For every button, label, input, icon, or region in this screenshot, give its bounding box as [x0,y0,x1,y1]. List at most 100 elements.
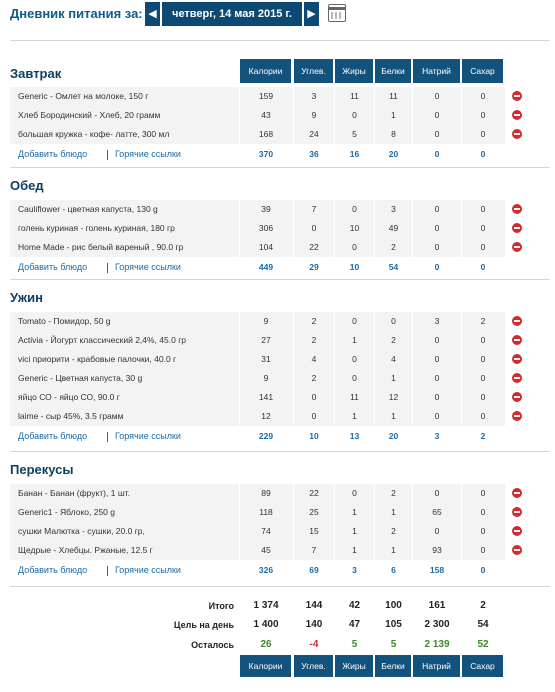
row-separator [374,312,375,331]
remove-circle-icon[interactable] [512,129,522,139]
nutrient-value: 168 [258,129,274,139]
food-name[interactable]: vici приорити - крабовые палочки, 40.0 г [18,354,177,364]
food-name[interactable]: Tomato - Помидор, 50 g [18,316,111,326]
nutrient-value: 1 [352,411,357,421]
row-separator [334,522,335,541]
nutrient-value: 0 [480,373,486,383]
daily-total-value: 42 [348,600,361,611]
meal-total-value: 20 [388,431,399,441]
remove-circle-icon[interactable] [512,204,522,214]
food-name[interactable]: Generic1 - Яблоко, 250 g [18,507,115,517]
nutrient-value: 2 [311,373,317,383]
row-separator [334,125,335,144]
food-name[interactable]: голень куриная - голень куриная, 180 гр [18,223,175,233]
remove-circle-icon[interactable] [512,316,522,326]
row-separator [412,312,413,331]
food-name[interactable]: сушки Малютка - сушки, 20.0 гр, [18,526,145,536]
link-separator [107,150,108,160]
add-food-link[interactable]: Добавить блюдо [18,431,88,441]
food-name[interactable]: Generic - Цветная капуста, 30 g [18,373,143,383]
food-name[interactable]: Generic - Омлет на молоке, 150 г [18,91,149,101]
row-separator [239,87,240,106]
chevron-right-icon[interactable]: ▶ [304,2,319,26]
column-header: Натрий [413,59,460,83]
row-separator [334,312,335,331]
column-header: Сахар [462,59,503,83]
remove-circle-icon[interactable] [512,488,522,498]
quick-links-link[interactable]: Горячие ссылки [115,262,181,272]
table-row [10,238,505,257]
nutrient-value: 0 [480,392,486,402]
row-separator [374,388,375,407]
daily-total-value: 1 374 [253,600,279,611]
food-name[interactable]: Банан - Банан (фрукт), 1 шт. [18,488,130,498]
row-separator [293,522,294,541]
nutrient-value: 22 [309,242,319,252]
food-name[interactable]: яйцо СО - яйцо СО, 90.0 г [18,392,120,402]
remove-circle-icon[interactable] [512,373,522,383]
quick-links-link[interactable]: Горячие ссылки [115,149,181,159]
nutrient-value: 9 [263,316,269,326]
meal-title: Перекусы [10,462,74,477]
quick-links-link[interactable]: Горячие ссылки [115,565,181,575]
section-divider [10,451,550,452]
nutrient-value: 27 [261,335,271,345]
meal-title: Ужин [10,290,43,305]
remove-circle-icon[interactable] [512,507,522,517]
current-date: четверг, 14 мая 2015 г. [162,2,302,26]
remove-circle-icon[interactable] [512,411,522,421]
nutrient-value: 0 [434,335,440,345]
row-separator [461,407,462,426]
nutrient-value: 3 [311,91,317,101]
section-divider [10,40,550,41]
chevron-left-icon[interactable]: ◀ [145,2,160,26]
add-food-link[interactable]: Добавить блюдо [18,565,88,575]
remove-circle-icon[interactable] [512,354,522,364]
nutrient-value: 306 [258,223,274,233]
nutrient-value: 0 [311,392,317,402]
nutrient-value: 1 [352,335,357,345]
row-separator [461,522,462,541]
meal-total-value: 0 [480,565,486,575]
nutrient-value: 45 [261,545,271,555]
section-divider [10,586,550,587]
remove-circle-icon[interactable] [512,91,522,101]
calendar-icon[interactable] [328,4,346,22]
food-name[interactable]: Home Made - рис белый вареный , 90.0 гр [18,242,184,252]
row-separator [374,238,375,257]
diary-date-label: Дневник питания за: [10,6,143,21]
add-food-link[interactable]: Добавить блюдо [18,149,88,159]
row-separator [334,238,335,257]
nutrient-value: 9 [263,373,269,383]
remove-circle-icon[interactable] [512,242,522,252]
food-name[interactable]: Cauliflower - цветная капуста, 130 g [18,204,158,214]
nutrient-value: 0 [480,354,486,364]
meal-total-value: 0 [434,262,440,272]
row-separator [239,200,240,219]
remove-circle-icon[interactable] [512,392,522,402]
food-name[interactable]: laime - сыр 45%, 3.5 грамм [18,411,124,421]
quick-links-link[interactable]: Горячие ссылки [115,431,181,441]
nutrient-value: 2 [391,242,396,252]
remove-circle-icon[interactable] [512,545,522,555]
food-name[interactable]: Activia - Йогурт классический 2,4%, 45.0… [18,335,187,345]
remove-circle-icon[interactable] [512,110,522,120]
remaining-value: 5 [390,639,397,650]
add-food-link[interactable]: Добавить блюдо [18,262,88,272]
row-separator [412,541,413,560]
row-separator [293,238,294,257]
food-name[interactable]: большая кружка - кофе- латте, 300 мл [18,129,170,139]
nutrient-value: 2 [391,526,396,536]
nutrient-value: 1 [391,110,396,120]
remove-circle-icon[interactable] [512,335,522,345]
remove-circle-icon[interactable] [512,223,522,233]
food-name[interactable]: Щедрые - Хлебцы. Ржаные, 12.5 г [18,545,153,555]
row-separator [334,331,335,350]
meal-total-value: 16 [349,149,360,159]
nutrient-value: 39 [261,204,271,214]
nutrient-value: 1 [391,545,396,555]
remove-circle-icon[interactable] [512,526,522,536]
food-name[interactable]: Хлеб Бородинский - Хлеб, 20 грамм [18,110,161,120]
row-separator [374,106,375,125]
column-header: Белки [375,59,411,83]
